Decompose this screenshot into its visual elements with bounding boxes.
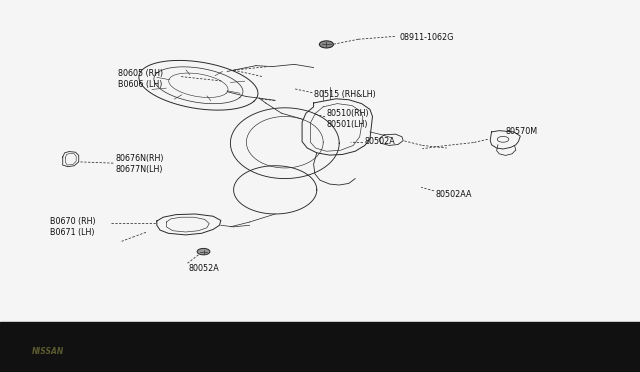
- Text: 80502A: 80502A: [365, 137, 396, 146]
- Text: NISSAN: NISSAN: [32, 347, 64, 356]
- Text: 80502AA: 80502AA: [435, 190, 472, 199]
- Text: 80515 (RH&LH): 80515 (RH&LH): [314, 90, 375, 99]
- Text: 08911-1062G: 08911-1062G: [400, 32, 454, 42]
- Text: 80052A: 80052A: [189, 264, 220, 273]
- Text: 80676N(RH)
80677N(LH): 80676N(RH) 80677N(LH): [115, 154, 164, 174]
- Text: 80510(RH)
80501(LH): 80510(RH) 80501(LH): [326, 109, 369, 129]
- Circle shape: [319, 41, 333, 48]
- Text: B0670 (RH)
B0671 (LH): B0670 (RH) B0671 (LH): [50, 217, 95, 237]
- Text: 80605 (RH)
B0606 (LH): 80605 (RH) B0606 (LH): [118, 69, 164, 89]
- Text: 80570M: 80570M: [506, 128, 538, 137]
- Circle shape: [197, 248, 210, 255]
